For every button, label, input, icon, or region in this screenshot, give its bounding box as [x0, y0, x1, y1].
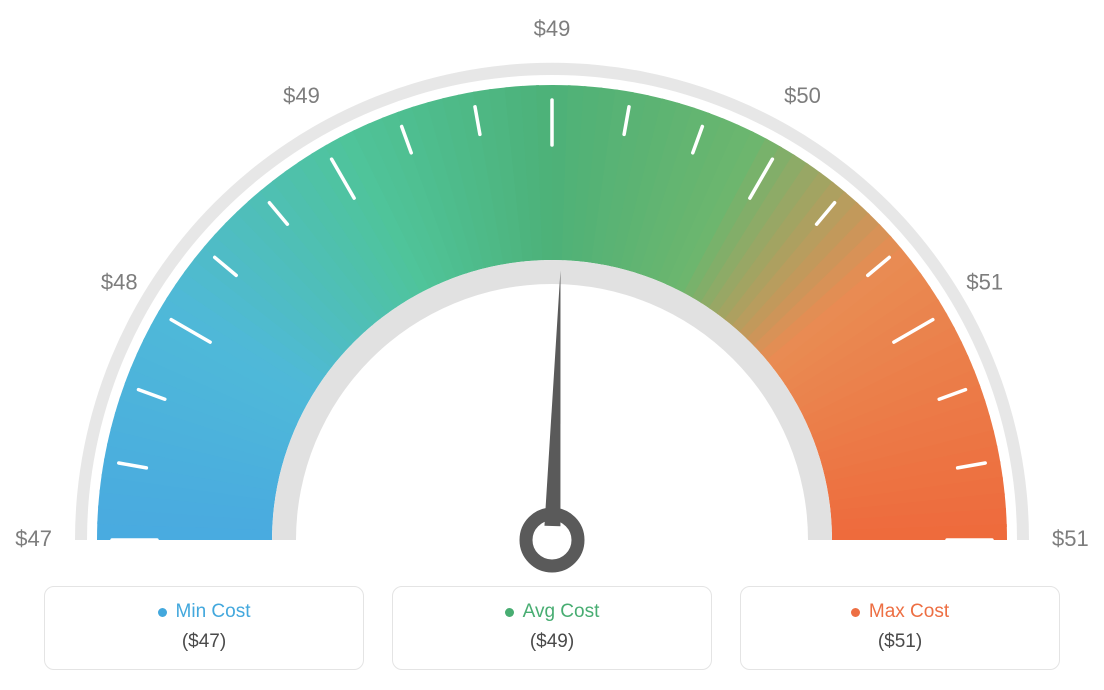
legend-dot-icon — [505, 608, 514, 617]
legend-title: Max Cost — [851, 601, 949, 623]
legend-value: ($49) — [393, 631, 711, 653]
legend-label: Min Cost — [176, 601, 251, 623]
gauge-tick-label: $50 — [784, 83, 821, 108]
gauge-tick-label: $47 — [15, 526, 52, 551]
gauge-tick-label: $48 — [101, 270, 138, 295]
legend-title: Min Cost — [158, 601, 251, 623]
legend-dot-icon — [851, 608, 860, 617]
legend-value: ($51) — [741, 631, 1059, 653]
gauge-svg: $47 $48 $49 $49 $50 $51 $51 — [0, 0, 1104, 580]
gauge-tick-label: $49 — [283, 83, 320, 108]
legend-dot-icon — [158, 608, 167, 617]
legend-card: Max Cost ($51) — [740, 586, 1060, 670]
gauge-tick-label: $51 — [966, 270, 1003, 295]
gauge-tick-label: $49 — [534, 16, 571, 41]
legend-card: Min Cost ($47) — [44, 586, 364, 670]
legend-value: ($47) — [45, 631, 363, 653]
gauge-needle — [544, 270, 560, 526]
legend-row: Min Cost ($47) Avg Cost ($49) Max Cost ($51) — [0, 586, 1104, 670]
legend-title: Avg Cost — [505, 601, 600, 623]
legend-label: Avg Cost — [523, 601, 600, 623]
gauge-tick-label: $51 — [1052, 526, 1089, 551]
legend-card: Avg Cost ($49) — [392, 586, 712, 670]
gauge-chart: $47 $48 $49 $49 $50 $51 $51 — [0, 0, 1104, 580]
legend-label: Max Cost — [869, 601, 949, 623]
